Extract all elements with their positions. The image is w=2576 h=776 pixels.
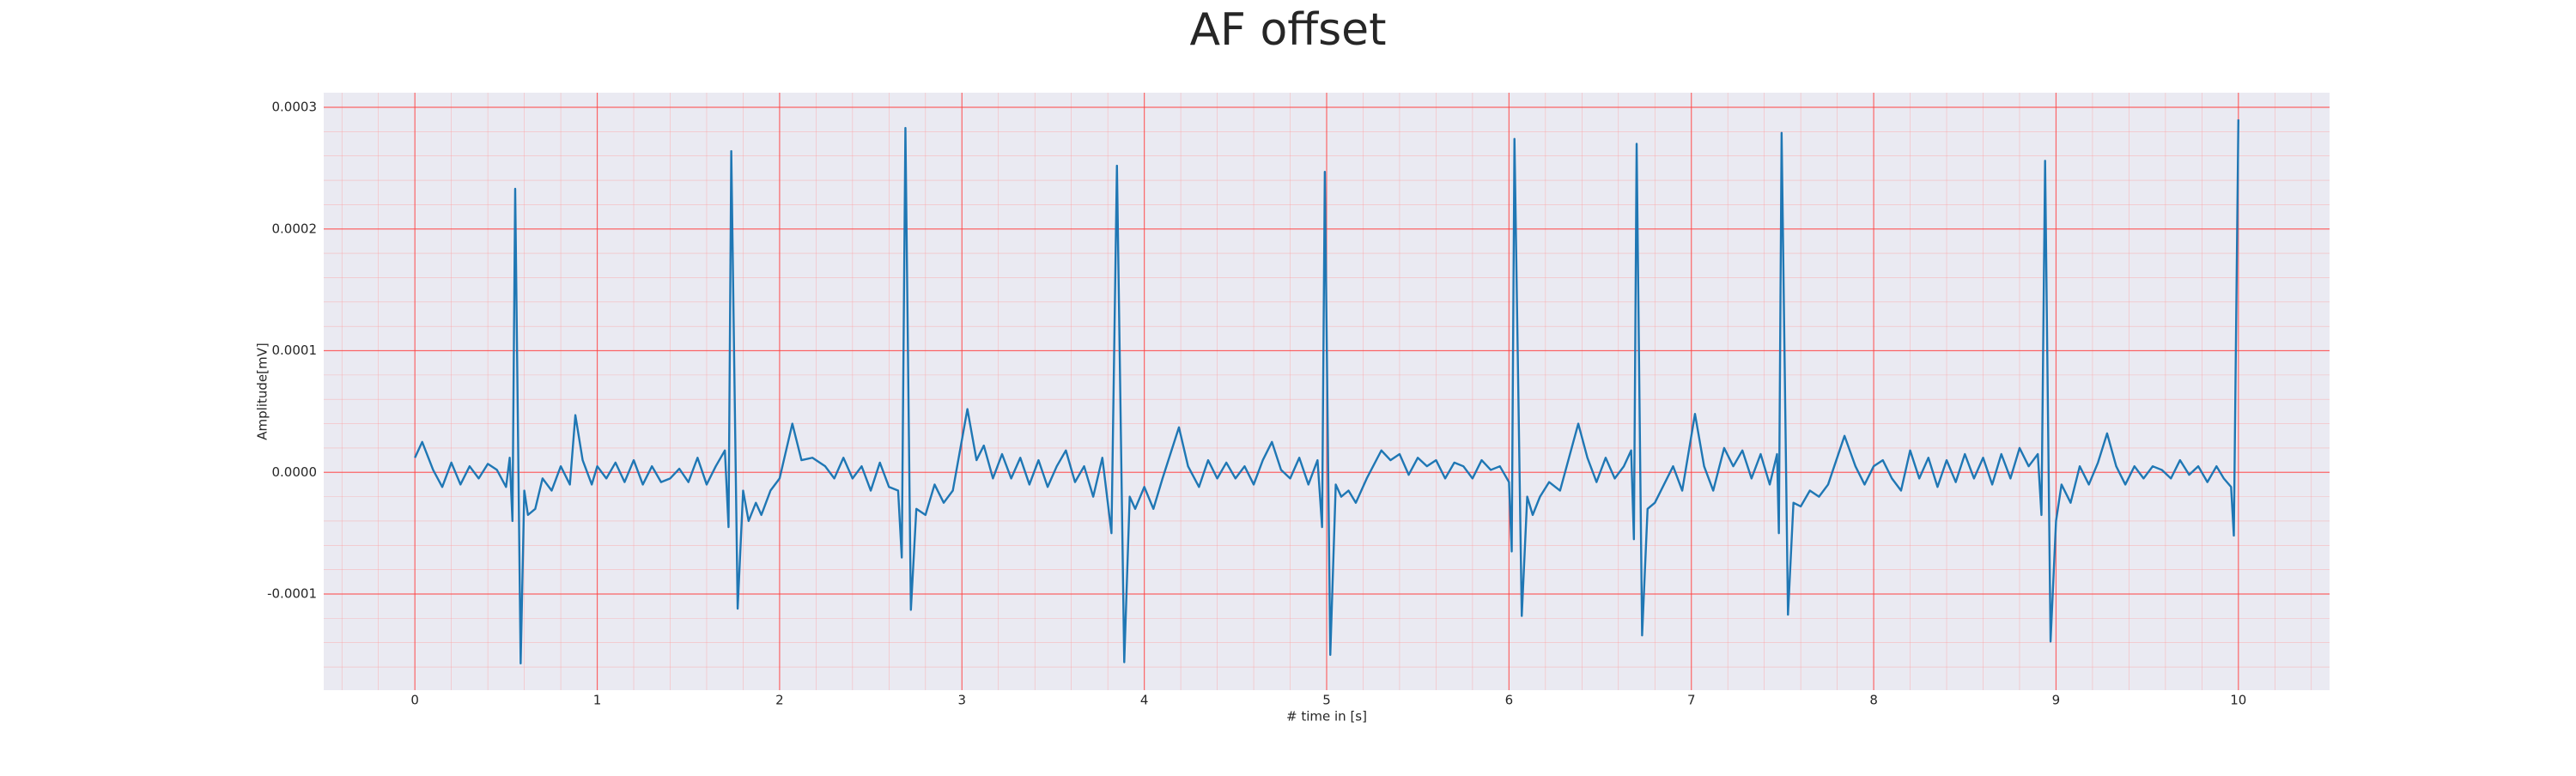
x-tick-label: 9 [2052,693,2061,708]
y-tick-label: 0.0001 [272,343,318,358]
x-tick-label: 5 [1322,693,1331,708]
x-tick-label: 8 [1869,693,1878,708]
x-tick-label: 4 [1140,693,1149,708]
x-tick-label: 0 [410,693,419,708]
x-axis-label: # time in [s] [1286,709,1367,724]
x-tick-label: 1 [593,693,602,708]
x-tick-label: 7 [1687,693,1696,708]
data-line [414,119,2240,665]
x-tick-label: 3 [957,693,966,708]
y-tick-label: 0.0002 [272,221,318,236]
chart-title: AF offset [1189,4,1386,56]
y-tick-label: -0.0001 [267,586,317,602]
y-axis-label: Amplitude[mV] [255,343,270,440]
x-tick-label: 10 [2230,693,2246,708]
x-tick-label: 6 [1505,693,1514,708]
x-tick-label: 2 [775,693,784,708]
y-tick-label: 0.0000 [272,464,318,480]
y-tick-label: 0.0003 [272,100,318,115]
